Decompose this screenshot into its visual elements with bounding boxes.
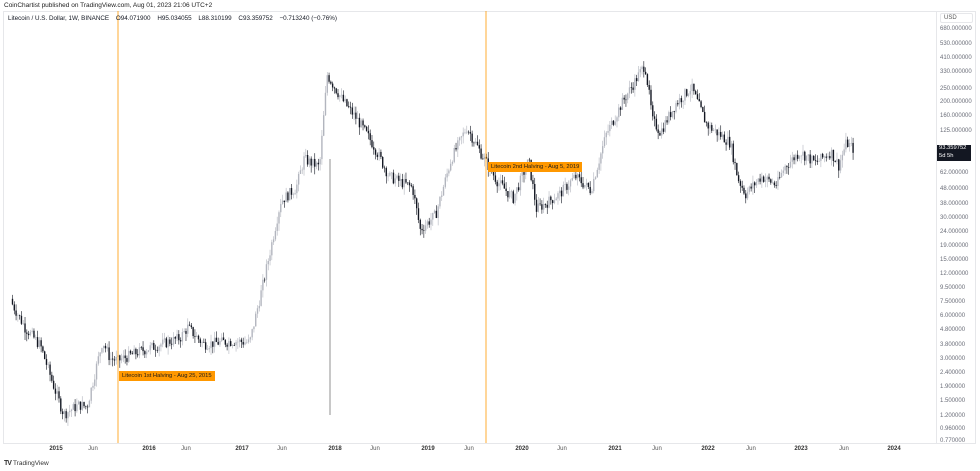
time-tick: 2019 xyxy=(421,446,435,452)
price-tick: 38.000000 xyxy=(940,201,969,207)
currency-label[interactable]: USD xyxy=(940,13,973,23)
ohlc-high: H95.034055 xyxy=(157,15,192,22)
price-tick: 15.000000 xyxy=(940,257,969,263)
price-tick: 1.200000 xyxy=(940,413,966,419)
tradingview-name: TradingView xyxy=(12,460,49,467)
price-tick: 62.000000 xyxy=(940,170,969,176)
price-tick: 19.000000 xyxy=(940,243,969,249)
time-tick: 2022 xyxy=(701,446,715,452)
ohlc-change: −0.713240 (−0.76%) xyxy=(279,15,337,22)
price-tick: 160.000000 xyxy=(940,113,972,119)
tradingview-logo-icon: TV xyxy=(4,460,12,467)
price-tick: 6.000000 xyxy=(940,313,966,319)
price-tick: 3.800000 xyxy=(940,342,966,348)
price-tick: 4.800000 xyxy=(940,327,966,333)
time-tick: Jun xyxy=(370,446,380,452)
price-tick: 24.000000 xyxy=(940,229,969,235)
last-price-value: 93.359752 xyxy=(939,145,967,151)
price-tick: 1.500000 xyxy=(940,398,966,404)
price-tick: 125.000000 xyxy=(940,128,972,134)
time-tick: 2020 xyxy=(515,446,529,452)
bar-countdown: 5d 5h xyxy=(939,152,954,159)
price-tick: 2.400000 xyxy=(940,370,966,376)
price-tick: 3.000000 xyxy=(940,356,966,362)
time-tick: Jun xyxy=(652,446,662,452)
time-tick: 2017 xyxy=(235,446,249,452)
time-tick: 2023 xyxy=(794,446,808,452)
time-tick: Jun xyxy=(839,446,849,452)
price-tick: 250.000000 xyxy=(940,86,972,92)
halving-label[interactable]: Litecoin 2nd Halving - Aug 5, 2019 xyxy=(488,162,583,172)
price-tick: 30.000000 xyxy=(940,215,969,221)
price-tick: 0.960000 xyxy=(940,426,966,432)
price-tick: 330.000000 xyxy=(940,69,972,75)
time-tick: Jun xyxy=(181,446,191,452)
ohlc-close: C93.359752 xyxy=(238,15,273,22)
tradingview-brand[interactable]: TV TradingView xyxy=(4,460,49,467)
time-tick: 2021 xyxy=(608,446,622,452)
time-tick: 2024 xyxy=(887,446,901,452)
price-tick: 200.000000 xyxy=(940,99,972,105)
price-axis[interactable] xyxy=(936,11,977,444)
time-tick: Jun xyxy=(88,446,98,452)
time-tick: 2015 xyxy=(49,446,63,452)
time-tick: Jun xyxy=(464,446,474,452)
price-tick: 7.500000 xyxy=(940,299,966,305)
time-axis[interactable] xyxy=(3,443,936,457)
price-tick: 0.770000 xyxy=(940,438,966,444)
symbol-legend: Litecoin / U.S. Dollar, 1W, BINANCE O94.… xyxy=(8,15,342,22)
price-tick: 48.000000 xyxy=(940,186,969,192)
ohlc-low: L88.310199 xyxy=(198,15,232,22)
time-tick: 2016 xyxy=(142,446,156,452)
price-tick: 12.000000 xyxy=(940,271,969,277)
publisher-caption: CoinChartist published on TradingView.co… xyxy=(4,2,213,9)
price-tick: 410.000000 xyxy=(940,55,972,61)
time-tick: Jun xyxy=(277,446,287,452)
time-tick: Jun xyxy=(557,446,567,452)
price-tick: 530.000000 xyxy=(940,41,972,47)
price-tick: 1.900000 xyxy=(940,384,966,390)
ohlc-open: O94.071900 xyxy=(115,15,151,22)
last-price-tag: 93.359752 5d 5h xyxy=(937,145,971,161)
time-tick: Jun xyxy=(746,446,756,452)
price-tick: 680.000000 xyxy=(940,26,972,32)
symbol-title[interactable]: Litecoin / U.S. Dollar, 1W, BINANCE xyxy=(8,15,110,22)
halving-label[interactable]: Litecoin 1st Halving - Aug 25, 2015 xyxy=(119,371,215,381)
time-tick: 2018 xyxy=(328,446,342,452)
price-tick: 9.500000 xyxy=(940,285,966,291)
